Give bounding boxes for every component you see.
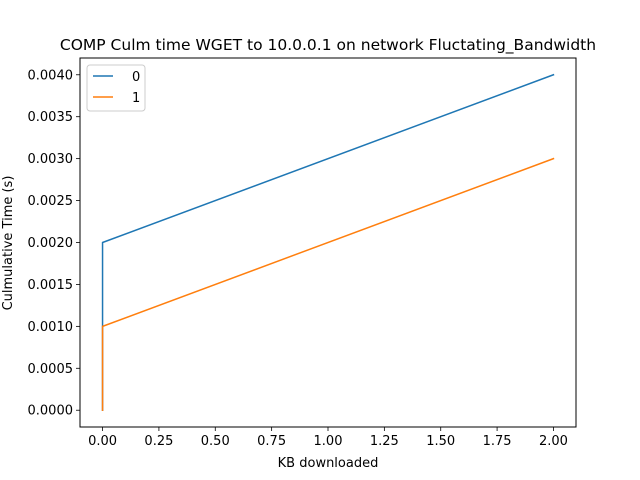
x-tick-label: 0.50 [201, 434, 230, 449]
x-tick-label: 0.25 [144, 434, 173, 449]
y-tick-label: 0.0030 [28, 152, 74, 167]
y-tick-label: 0.0035 [28, 110, 74, 125]
x-axis-title: KB downloaded [278, 456, 379, 471]
x-tick-label: 1.00 [314, 434, 343, 449]
legend: 01 [86, 64, 146, 112]
y-tick-label: 0.0025 [28, 194, 74, 209]
y-tick-label: 0.0040 [28, 68, 74, 83]
x-tick-label: 0.00 [88, 434, 117, 449]
y-axis-title: Culmulative Time (s) [1, 176, 16, 311]
x-axis: 0.00 0.25 0.50 0.75 1.00 1.25 1.50 1.75 2.00 [88, 427, 568, 449]
x-tick-label: 1.25 [370, 434, 399, 449]
y-tick-label: 0.0020 [28, 236, 74, 251]
y-tick-label: 0.0010 [28, 320, 74, 335]
y-tick-label: 0.0000 [28, 404, 74, 419]
y-tick-label: 0.0005 [28, 362, 74, 377]
x-tick-label: 0.75 [257, 434, 286, 449]
x-tick-label: 1.50 [426, 434, 455, 449]
x-tick-label: 1.75 [483, 434, 512, 449]
series-line-1 [101, 157, 555, 411]
legend-label-1: 1 [132, 91, 140, 106]
legend-label-0: 0 [132, 70, 140, 85]
y-tick-label: 0.0015 [28, 278, 74, 293]
series-layer [101, 73, 555, 411]
chart-title: COMP Culm time WGET to 10.0.0.1 on netwo… [60, 36, 596, 55]
y-axis: 0.0000 0.0005 0.0010 0.0015 0.0020 0.0025 0.00… [28, 68, 80, 419]
x-tick-label: 2.00 [539, 434, 568, 449]
